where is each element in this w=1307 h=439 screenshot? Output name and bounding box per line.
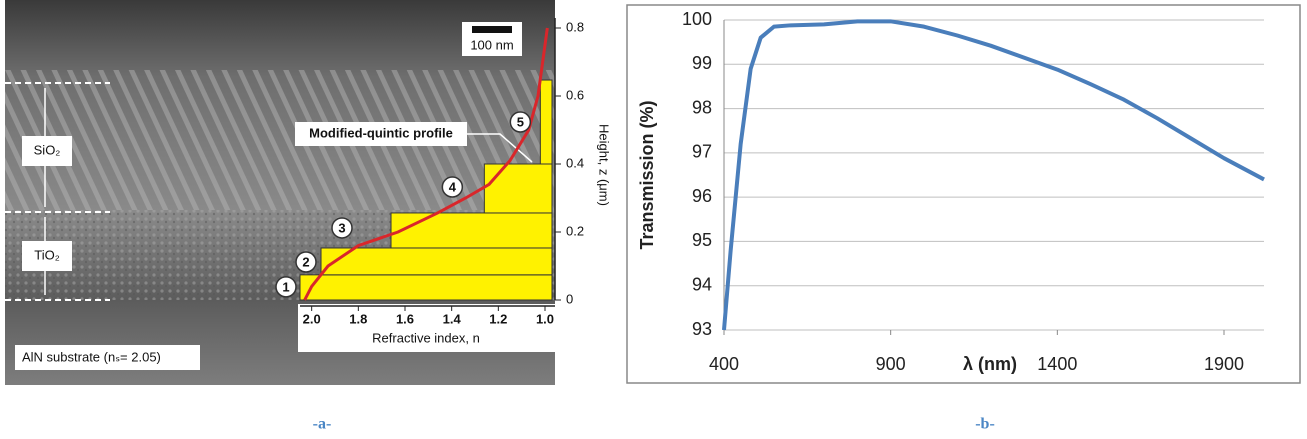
y-tick-label: 99 bbox=[692, 53, 712, 73]
y-tick-label: 94 bbox=[692, 274, 712, 294]
step-layer bbox=[320, 247, 553, 276]
x-tick-label: 900 bbox=[876, 354, 906, 374]
layer-label: TiO₂ bbox=[34, 247, 60, 262]
y-axis-label: Transmission (%) bbox=[637, 100, 657, 249]
step-marker bbox=[275, 276, 297, 298]
x-tick-label: 1.0 bbox=[536, 311, 554, 326]
step-layer bbox=[390, 212, 553, 249]
step-layer bbox=[299, 274, 553, 301]
step-marker bbox=[331, 217, 353, 239]
x-tick-label: 400 bbox=[709, 354, 739, 374]
y-tick-label: 0.4 bbox=[566, 155, 584, 170]
y-tick-label: 98 bbox=[692, 97, 712, 117]
step-layer bbox=[539, 79, 553, 165]
y-tick-label: 97 bbox=[692, 142, 712, 162]
step-layer bbox=[483, 163, 553, 214]
x-tick-label: 1.4 bbox=[443, 311, 462, 326]
y-tick-label: 0 bbox=[566, 291, 573, 306]
substrate-label: AlN substrate (nₛ= 2.05) bbox=[22, 349, 161, 364]
y-axis-label: Height, z (μm) bbox=[597, 124, 612, 206]
x-tick-label: 1400 bbox=[1037, 354, 1077, 374]
label-box bbox=[22, 241, 72, 271]
annotation: Modified-quintic profile bbox=[309, 125, 453, 140]
x-tick-label: 2.0 bbox=[303, 311, 321, 326]
scale-bar bbox=[472, 26, 512, 33]
step-label: 2 bbox=[302, 254, 309, 269]
step-label: 4 bbox=[449, 179, 457, 194]
y-tick-label: 95 bbox=[692, 230, 712, 250]
chart-frame bbox=[626, 4, 1301, 384]
label-box bbox=[295, 122, 467, 146]
sem-rods bbox=[5, 70, 555, 210]
caption: -a- bbox=[313, 416, 332, 433]
label-box bbox=[22, 136, 72, 166]
step-label: 5 bbox=[517, 114, 524, 129]
y-axis-box bbox=[556, 0, 626, 310]
step-marker bbox=[441, 176, 464, 198]
y-tick-label: 0.2 bbox=[566, 223, 584, 238]
label-box bbox=[15, 345, 200, 370]
y-tick-label: 100 bbox=[682, 9, 712, 29]
layer-boundaries bbox=[5, 82, 110, 301]
y-tick-label: 0.8 bbox=[566, 19, 584, 34]
line-series bbox=[722, 19, 1265, 331]
y-tick-label: 96 bbox=[692, 186, 712, 206]
x-axis-label: λ (nm) bbox=[963, 354, 1017, 374]
x-tick-label: 1900 bbox=[1204, 354, 1244, 374]
profile-curve bbox=[303, 27, 549, 301]
step-marker bbox=[295, 251, 317, 273]
panel-a: SiO₂ TiO₂ AlN substrate (nₛ= 2.05) 100 n… bbox=[5, 0, 626, 385]
step-label: 1 bbox=[282, 279, 289, 294]
step-marker bbox=[509, 111, 532, 133]
x-tick-label: 1.8 bbox=[349, 311, 367, 326]
caption: -b- bbox=[975, 416, 995, 433]
x-tick-label: 1.2 bbox=[489, 311, 507, 326]
x-axis-box bbox=[298, 304, 556, 352]
y-tick-label: 93 bbox=[692, 319, 712, 339]
y-tick-label: 0.6 bbox=[566, 87, 584, 102]
panel-b bbox=[626, 4, 1301, 384]
annotation-pointer bbox=[467, 133, 533, 163]
scale-bar-label: 100 nm bbox=[470, 37, 513, 52]
step-label: 3 bbox=[338, 220, 345, 235]
x-axis-label: Refractive index, n bbox=[372, 330, 480, 345]
x-tick-label: 1.6 bbox=[396, 311, 414, 326]
layer-label: SiO₂ bbox=[34, 142, 61, 157]
